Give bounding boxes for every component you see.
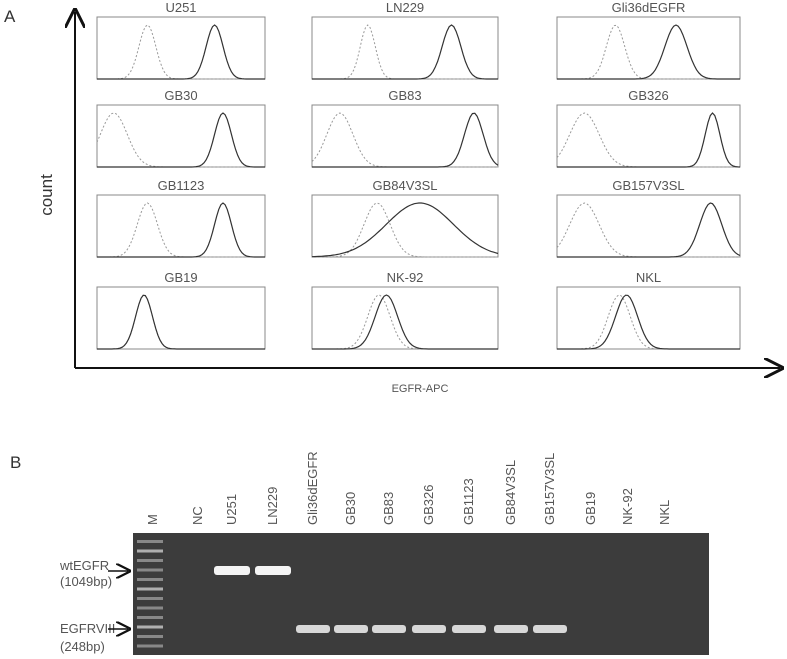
stain-curve — [311, 202, 499, 258]
lane-label: GB157V3SL — [542, 453, 557, 525]
stain-curve — [97, 294, 265, 350]
control-curve — [312, 24, 498, 80]
ladder-band — [137, 625, 163, 629]
band-size: (1049bp) — [60, 574, 112, 589]
band — [334, 625, 368, 633]
ladder-band — [137, 616, 163, 619]
histogram-box — [96, 16, 266, 80]
histogram-box — [96, 104, 266, 168]
control-curve — [556, 202, 740, 258]
histogram-title: GB83 — [388, 88, 421, 103]
band-name: EGFRVIII — [60, 621, 115, 636]
histogram-title: GB30 — [164, 88, 197, 103]
histogram-box — [311, 194, 499, 258]
stain-curve — [312, 24, 498, 80]
ladder-band — [137, 587, 163, 591]
lane-label: U251 — [224, 494, 239, 525]
histogram-box — [556, 16, 741, 80]
band — [296, 625, 330, 633]
lane-label: GB1123 — [461, 478, 476, 525]
x-axis-label: EGFR-APC — [392, 383, 449, 395]
stain-curve — [557, 24, 740, 80]
histogram-title: GB84V3SL — [372, 178, 437, 193]
lane-label: GB84V3SL — [503, 460, 518, 525]
lane-label: GB30 — [343, 492, 358, 525]
histogram-title: U251 — [165, 0, 196, 15]
lane-label: NKL — [657, 500, 672, 525]
lane-label: GB326 — [421, 485, 436, 525]
control-curve — [556, 112, 740, 168]
lane-label: M — [145, 514, 160, 525]
band — [533, 625, 567, 633]
histogram-box — [556, 286, 741, 350]
band-name: wtEGFR — [59, 558, 109, 573]
ladder-band — [137, 540, 163, 543]
stain-curve — [97, 24, 265, 80]
gel — [133, 533, 709, 655]
stain-curve — [557, 294, 740, 350]
control-curve — [312, 294, 498, 350]
control-curve — [311, 112, 498, 168]
panel-label: A — [4, 7, 16, 26]
histogram-title: GB19 — [164, 270, 197, 285]
stain-curve — [97, 202, 265, 258]
ladder-band — [137, 606, 163, 610]
histogram-title: NKL — [636, 270, 661, 285]
ladder-band — [137, 578, 163, 581]
histogram-box — [96, 286, 266, 350]
ladder-band — [137, 559, 163, 562]
histogram-title: LN229 — [386, 0, 424, 15]
histogram-title: NK-92 — [387, 270, 424, 285]
band — [412, 625, 446, 633]
stain-curve — [312, 294, 498, 350]
lane-label: LN229 — [265, 487, 280, 525]
lane-label: NC — [190, 506, 205, 525]
control-curve — [97, 294, 265, 350]
control-curve — [97, 24, 265, 80]
stain-curve — [97, 112, 265, 168]
panel-label: B — [10, 453, 21, 472]
control-curve — [312, 202, 498, 258]
ladder-band — [137, 644, 163, 648]
histograms: U251 LN229 Gli36dEGFR GB30 GB83 GB326 GB1123 GB… — [96, 0, 741, 350]
histogram-title: Gli36dEGFR — [612, 0, 686, 15]
ladder-band — [137, 549, 163, 553]
lane-label: Gli36dEGFR — [305, 451, 320, 525]
histogram-title: GB157V3SL — [612, 178, 684, 193]
lane-label: GB83 — [381, 492, 396, 525]
band — [214, 566, 250, 575]
y-axis-label: count — [37, 174, 56, 216]
histogram-box — [96, 194, 266, 258]
ladder-band — [137, 597, 163, 600]
band — [372, 625, 406, 633]
control-curve — [557, 24, 740, 80]
stain-curve — [312, 112, 499, 168]
histogram-title: GB326 — [628, 88, 668, 103]
histogram-box — [311, 286, 499, 350]
band-size: (248bp) — [60, 639, 105, 654]
histogram-title: GB1123 — [158, 178, 205, 193]
band — [452, 625, 486, 633]
gel-lanes: M NC U251 LN229 Gli36dEGFR GB30 GB83 GB326 GB112… — [137, 451, 672, 648]
lane-label: NK-92 — [620, 488, 635, 525]
histogram-box — [311, 16, 499, 80]
stain-curve — [557, 112, 741, 168]
ladder-band — [137, 635, 163, 638]
band — [494, 625, 528, 633]
histogram-box — [556, 104, 741, 168]
ladder-band — [137, 568, 163, 572]
control-curve — [97, 202, 265, 258]
band — [255, 566, 291, 575]
lane-label: GB19 — [583, 492, 598, 525]
stain-curve — [557, 202, 741, 258]
histogram-box — [311, 104, 499, 168]
